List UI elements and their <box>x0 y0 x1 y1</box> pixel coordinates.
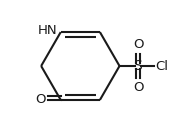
Text: O: O <box>133 81 143 94</box>
Text: HN: HN <box>38 24 57 37</box>
Text: S: S <box>133 59 142 73</box>
Text: Cl: Cl <box>155 60 168 72</box>
Text: O: O <box>35 93 46 106</box>
Text: O: O <box>133 38 143 51</box>
